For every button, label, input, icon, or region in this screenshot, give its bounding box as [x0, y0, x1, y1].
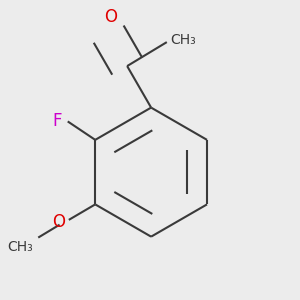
Text: O: O	[52, 213, 65, 231]
Text: CH₃: CH₃	[7, 240, 33, 254]
Text: O: O	[104, 8, 117, 26]
Text: F: F	[52, 112, 62, 130]
Text: CH₃: CH₃	[170, 33, 196, 47]
